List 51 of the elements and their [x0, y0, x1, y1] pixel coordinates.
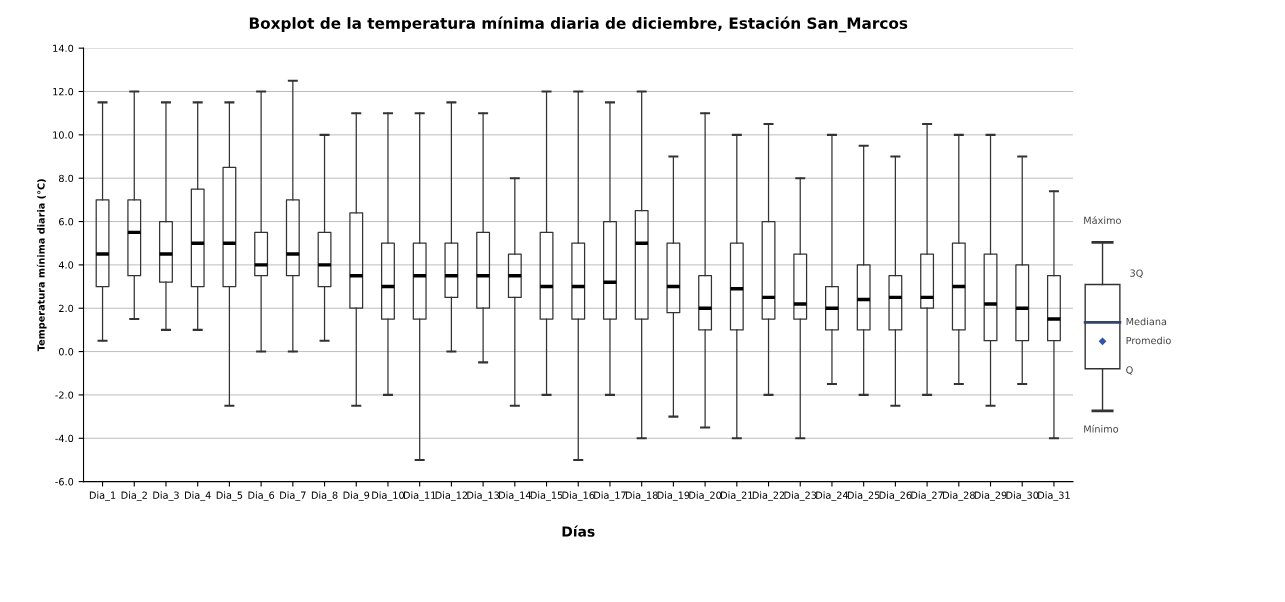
x-tick-label: Dia_18: [625, 491, 658, 501]
x-tick-label: Dia_16: [562, 491, 595, 501]
x-tick-label: Dia_17: [594, 491, 626, 501]
x-tick-label: Dia_27: [911, 491, 943, 501]
x-tick-label: Dia_9: [343, 491, 370, 501]
x-tick-label: Dia_28: [943, 491, 975, 501]
x-tick-label: Dia_5: [216, 491, 243, 501]
x-tick-label: Dia_12: [435, 491, 468, 501]
y-tick-label: 6.0: [59, 218, 74, 226]
text: Promedio: [1126, 336, 1171, 345]
x-tick-label: Dia_25: [847, 491, 880, 501]
x-tick-label: Dia_19: [657, 491, 690, 501]
x-tick-label: Dia_7: [280, 491, 306, 501]
x-tick-label: Dia_24: [816, 491, 849, 501]
x-tick-label: Dia_29: [974, 491, 1007, 501]
y-tick-label: 10.0: [53, 131, 74, 139]
x-tick-label: Dia_8: [311, 491, 338, 501]
y-tick-label: 14.0: [53, 44, 74, 52]
y-tick-label: -4.0: [55, 434, 74, 443]
x-tick-label: Dia_26: [879, 491, 912, 501]
x-axis-title: Días: [562, 525, 595, 537]
text: Máximo: [1084, 216, 1121, 225]
x-tick-label: Dia_15: [530, 491, 563, 501]
y-tick-label: -6.0: [55, 478, 74, 486]
x-tick-label: Dia_6: [248, 491, 275, 501]
y-tick-label: 8.0: [59, 174, 74, 183]
x-tick-label: Dia_1: [89, 491, 116, 501]
text: 3Q: [1130, 269, 1143, 278]
x-tick-label: Dia_31: [1038, 491, 1070, 501]
text: Mediana: [1126, 317, 1167, 326]
y-tick-label: 0.0: [58, 348, 74, 356]
x-tick-label: Dia_3: [153, 491, 179, 501]
x-tick-label: Dia_30: [1006, 491, 1039, 501]
x-tick-label: Dia_4: [185, 491, 211, 501]
y-tick-label: 12.0: [53, 87, 74, 96]
x-tick-label: Dia_23: [784, 491, 817, 501]
x-tick-label: Dia_2: [121, 491, 147, 501]
chart-title: Boxplot de la temperatura mínima diaria de diciembre, Estación San_Marcos: [249, 16, 908, 33]
y-tick-label: 4.0: [58, 261, 74, 269]
y-tick-label: 2.0: [59, 304, 74, 313]
y-axis-title: Temperatura mínima diaria (°C): [36, 179, 47, 352]
x-tick-label: Dia_10: [372, 491, 405, 501]
text: Q: [1126, 366, 1133, 375]
x-tick-label: Dia_21: [721, 491, 753, 501]
x-tick-label: Dia_11: [403, 491, 436, 501]
x-tick-label: Dia_13: [467, 491, 500, 501]
x-tick-label: Dia_14: [499, 491, 531, 501]
x-tick-label: Dia_22: [752, 491, 785, 501]
x-tick-label: Dia_20: [689, 491, 722, 501]
text: Mínimo: [1084, 424, 1119, 433]
y-tick-label: -2.0: [55, 391, 74, 399]
